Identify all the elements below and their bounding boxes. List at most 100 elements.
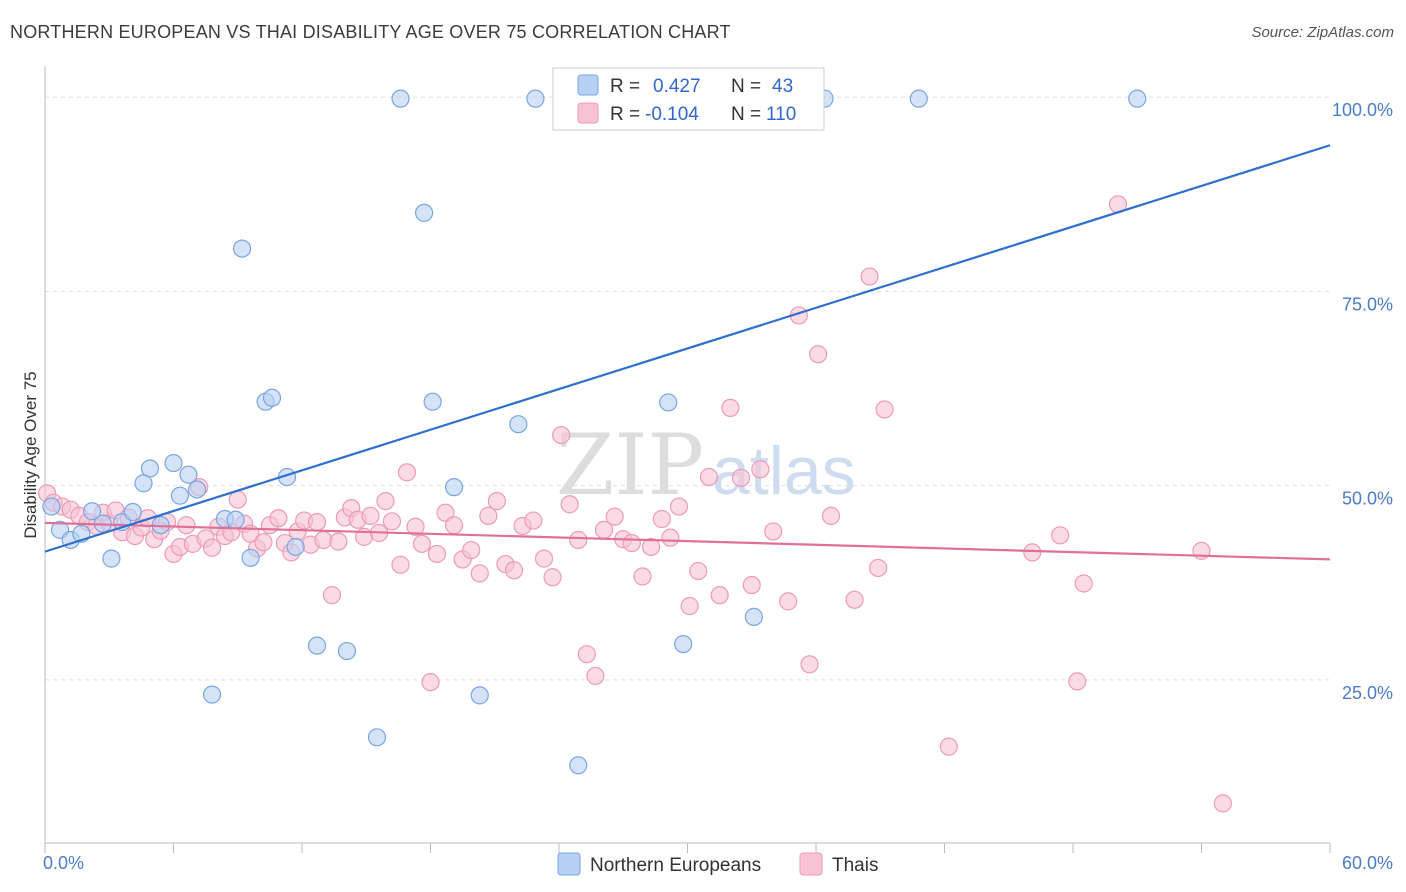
northern-europeans-point-28 (391, 89, 410, 108)
northern-europeans-point-25 (307, 636, 327, 655)
legend-r-label-1: R = (610, 76, 640, 97)
northern-europeans-point-22 (262, 388, 282, 407)
northern-europeans-point-30 (423, 392, 442, 411)
northern-europeans-point-15 (187, 480, 207, 499)
thais-point-52 (391, 555, 410, 574)
northern-europeans-trend-line (44, 144, 1331, 553)
thais-point-56 (421, 673, 440, 692)
northern-europeans-point-34 (526, 89, 545, 108)
thais-point-51 (382, 512, 402, 531)
thais-point-77 (605, 507, 624, 526)
thais-point-98 (821, 506, 841, 525)
northern-europeans-point-35 (569, 756, 588, 775)
thais-point-79 (622, 533, 641, 553)
watermark-atlas: atlas (712, 433, 856, 509)
thais-point-81 (641, 537, 661, 557)
thais-point-68 (524, 511, 543, 530)
y-tick-label-2: 75.0% (1342, 294, 1393, 314)
y-axis-label: Disability Age Over 75 (21, 371, 40, 538)
thais-point-20 (177, 516, 196, 535)
legend-n-label-1: N = (731, 76, 761, 97)
northern-europeans-point-24 (286, 537, 305, 557)
northern-europeans-point-18 (226, 510, 245, 529)
northern-europeans-point-32 (470, 686, 489, 705)
legend-r-label-2: R = (610, 104, 640, 125)
thais-point-62 (470, 564, 489, 583)
thais-point-94 (779, 592, 798, 611)
bottom-legend-northern-europeans: Northern Europeans (590, 855, 761, 876)
northern-europeans-point-42 (1128, 89, 1147, 108)
thais-point-64 (487, 492, 506, 511)
northern-europeans-point-39 (744, 607, 763, 626)
thais-point-102 (875, 400, 894, 419)
bottom-legend-swatch-blue (557, 852, 581, 876)
thais-point-59 (444, 516, 464, 535)
thais-point-41 (314, 530, 333, 550)
thais-point-74 (577, 645, 596, 664)
legend-n-value-2: 110 (766, 104, 796, 125)
chart-title: NORTHERN EUROPEAN VS THAI DISABILITY AGE… (10, 22, 731, 42)
thais-point-75 (586, 666, 605, 686)
thais-point-86 (689, 561, 708, 581)
northern-europeans-point-37 (659, 393, 678, 412)
legend-swatch-pink (577, 102, 599, 124)
northern-europeans-point-14 (179, 465, 198, 484)
thais-point-63 (479, 506, 498, 525)
thais-point-107 (1074, 574, 1093, 593)
northern-europeans-point-38 (674, 634, 693, 654)
northern-europeans-point-10 (140, 459, 160, 478)
x-tick-labels: 0.0% 60.0% (43, 853, 1393, 873)
thais-point-93 (764, 522, 783, 541)
northern-europeans-point-20 (241, 548, 260, 567)
thais-point-88 (710, 586, 729, 605)
thais-point-69 (534, 549, 554, 568)
thais-point-50 (376, 492, 395, 511)
thais-point-34 (269, 509, 288, 528)
thais-point-103 (939, 737, 958, 756)
trend-lines (44, 144, 1331, 561)
thais-point-104 (1023, 543, 1042, 562)
northern-europeans-point-19 (232, 239, 252, 258)
thais-point-58 (436, 503, 455, 522)
thais-point-32 (254, 533, 273, 552)
thais-point-92 (751, 460, 770, 479)
northern-europeans-point-27 (367, 728, 387, 747)
y-tick-label-3: 100.0% (1332, 100, 1393, 120)
thais-point-85 (680, 596, 699, 616)
thais-point-110 (1213, 794, 1233, 813)
northern-europeans-point-0 (42, 497, 61, 516)
x-tick-label-0: 0.0% (43, 853, 84, 873)
thais-point-90 (731, 468, 751, 487)
thais-point-54 (406, 517, 425, 536)
thais-point-100 (860, 267, 879, 286)
legend-n-label-2: N = (731, 104, 761, 125)
thais-point-61 (462, 540, 481, 560)
thais-point-99 (845, 590, 864, 609)
thais-point-66 (504, 561, 524, 580)
northern-europeans-point-29 (414, 203, 434, 222)
thais-point-55 (412, 534, 432, 553)
northern-europeans-point-16 (202, 685, 222, 704)
y-tick-label-0: 25.0% (1342, 683, 1393, 703)
y-tick-label-1: 50.0% (1342, 489, 1393, 509)
northern-europeans-point-26 (337, 641, 357, 661)
thais-point-106 (1068, 672, 1087, 691)
legend-r-value-2: -0.104 (645, 104, 699, 125)
thais-point-72 (560, 495, 579, 514)
northern-europeans-point-31 (444, 478, 464, 497)
y-tick-labels: 25.0% 50.0% 75.0% 100.0% (1332, 100, 1393, 703)
stats-legend: R = 0.427 N = 43 R = -0.104 N = 110 (552, 67, 825, 131)
legend-swatch-blue (577, 74, 599, 96)
thais-point-84 (669, 497, 689, 516)
thais-point-53 (397, 463, 417, 482)
thais-point-96 (800, 655, 819, 674)
thais-point-82 (652, 509, 671, 529)
thais-point-97 (809, 345, 828, 364)
bottom-legend-swatch-pink (799, 852, 823, 876)
northern-europeans-point-4 (83, 502, 102, 521)
thais-point-73 (569, 530, 588, 550)
source-label: Source: ZipAtlas.com (1251, 24, 1394, 41)
thais-point-87 (699, 467, 719, 487)
northern-europeans-point-41 (909, 89, 928, 108)
